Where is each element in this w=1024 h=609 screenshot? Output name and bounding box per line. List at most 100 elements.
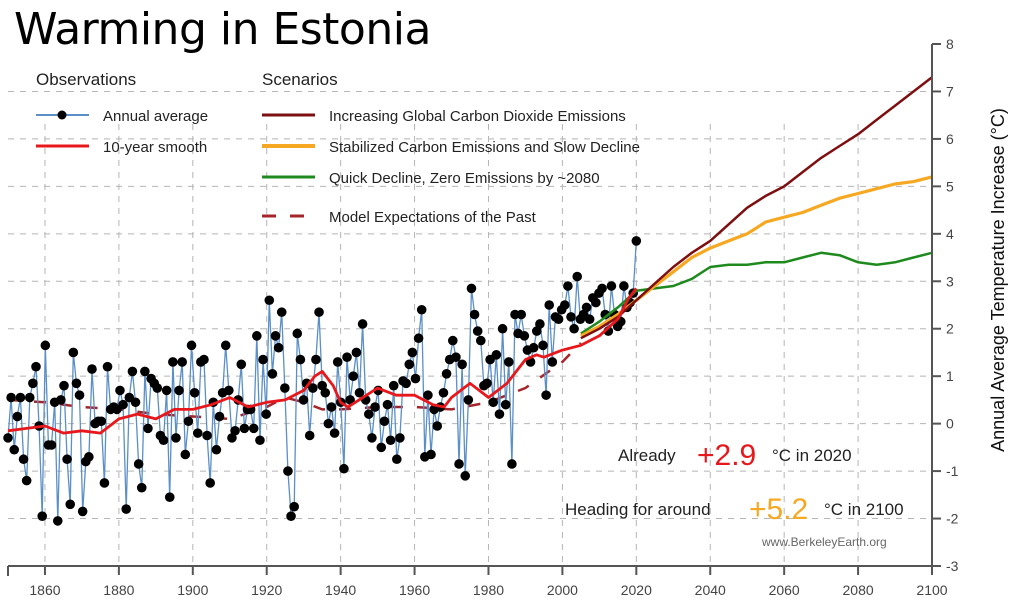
x-tick-label: 1940	[325, 582, 356, 598]
annual-point	[118, 399, 128, 410]
axes: 1860 1880 1900 1920 1940 1960 1980 2000 2020 2040…	[7, 36, 959, 598]
annual-point	[497, 323, 508, 334]
annual-point	[24, 392, 35, 403]
annual-point	[15, 392, 26, 403]
x-tick-label: 2020	[621, 582, 652, 598]
annual-point	[255, 435, 265, 446]
annual-point	[214, 411, 225, 422]
series-group	[3, 76, 933, 526]
annual-point	[37, 511, 48, 521]
annual-point	[544, 300, 555, 310]
annual-point	[283, 466, 293, 476]
annual-point	[441, 369, 452, 379]
legend-scenarios-heading: Scenarios	[262, 70, 338, 89]
annual-point	[388, 380, 399, 391]
annual-point	[563, 281, 573, 291]
annual-point	[180, 449, 191, 460]
annual-point	[224, 385, 234, 396]
annual-point	[186, 340, 197, 351]
y-tick-label: 1	[946, 368, 954, 384]
annual-point	[84, 452, 94, 462]
annual-point	[171, 433, 181, 443]
annual-point	[273, 342, 284, 353]
annual-point	[488, 397, 499, 408]
svg-text:Model Expectations of the Past: Model Expectations of the Past	[329, 209, 537, 226]
annual-point	[404, 359, 415, 370]
annual-point	[220, 340, 231, 351]
heading-value: +5.2	[749, 493, 808, 526]
annual-point	[18, 454, 29, 465]
annual-point	[298, 395, 309, 405]
svg-text:Annual average: Annual average	[103, 108, 208, 125]
annual-point	[314, 307, 324, 317]
annual-point	[71, 378, 82, 389]
annual-point	[379, 416, 390, 427]
annual-point	[432, 421, 443, 431]
annual-point	[136, 482, 147, 493]
annual-point	[248, 423, 259, 434]
annual-point	[102, 361, 113, 372]
legend: Observations Scenarios Annual average 10…	[36, 70, 640, 226]
x-tick-label: 2060	[769, 582, 800, 598]
annual-point	[130, 397, 141, 408]
annual-point	[236, 359, 247, 370]
annual-point	[31, 361, 41, 372]
annual-point	[311, 354, 321, 365]
annual-point	[323, 418, 334, 429]
x-tick-label: 2000	[547, 582, 578, 598]
annual-point	[606, 281, 617, 291]
x-tick-label: 2080	[843, 582, 874, 598]
annual-point	[96, 416, 107, 427]
x-tick-label: 1880	[103, 582, 134, 598]
annual-point	[342, 352, 352, 363]
annual-point	[280, 383, 290, 393]
annual-point	[205, 478, 215, 488]
annual-point	[385, 435, 396, 446]
annual-point	[252, 331, 262, 341]
annual-point	[133, 459, 144, 469]
annual-point	[423, 390, 433, 400]
annual-point	[161, 385, 172, 396]
annual-point	[584, 314, 595, 325]
annual-point	[547, 357, 558, 367]
annual-point	[62, 454, 72, 465]
svg-text:°C in 2020: °C in 2020	[772, 446, 852, 465]
legend-item-increasing-emissions: Increasing Global Carbon Dioxide Emissio…	[262, 108, 626, 125]
annual-point	[286, 511, 296, 521]
annual-point	[326, 402, 337, 412]
annual-point	[528, 342, 539, 353]
annual-point	[553, 314, 564, 325]
svg-text:Quick Decline, Zero Emissions: Quick Decline, Zero Emissions by ~2080	[329, 170, 600, 187]
legend-item-quick-decline: Quick Decline, Zero Emissions by ~2080	[262, 170, 600, 187]
annual-point	[87, 364, 97, 374]
annual-point	[538, 340, 548, 351]
annual-point	[619, 281, 629, 291]
x-tick-label: 1980	[473, 582, 504, 598]
source-credit: www.BerkeleyEarth.org	[761, 535, 887, 549]
x-tick-label: 2040	[695, 582, 726, 598]
annual-point	[451, 352, 461, 363]
annual-point	[115, 385, 125, 396]
annual-point	[426, 449, 436, 460]
annotation-heading: Heading for around +5.2 °C in 2100	[565, 493, 904, 526]
annual-point	[494, 409, 505, 419]
annual-point	[395, 433, 405, 443]
annual-point	[631, 236, 642, 246]
annual-point	[597, 283, 607, 294]
annual-point	[40, 340, 51, 351]
annual-point	[3, 433, 13, 443]
y-tick-label: 7	[946, 83, 954, 99]
annual-point	[74, 390, 85, 400]
svg-text:Stabilized Carbon Emissions an: Stabilized Carbon Emissions and Slow Dec…	[329, 139, 640, 156]
y-tick-label: 6	[946, 131, 954, 147]
series-increasing	[580, 76, 933, 340]
annual-point	[507, 459, 517, 469]
annual-point	[99, 478, 110, 488]
annual-point	[202, 430, 212, 441]
annual-point	[600, 309, 611, 320]
y-tick-label: -1	[946, 463, 959, 479]
y-tick-label: 3	[946, 273, 954, 289]
annual-point	[382, 399, 393, 410]
y-tick-label: 8	[946, 36, 954, 52]
annual-point	[267, 369, 278, 379]
